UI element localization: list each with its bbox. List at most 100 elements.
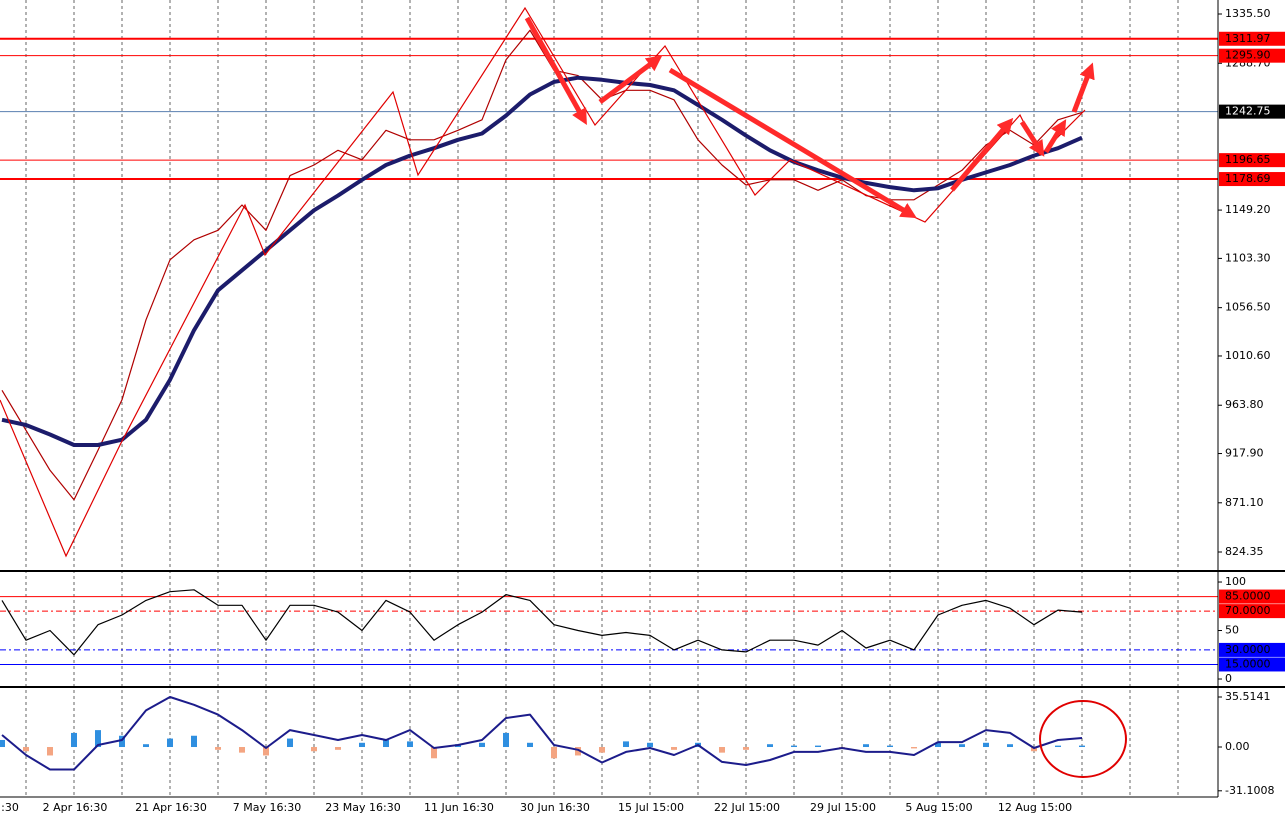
histogram-bar — [167, 738, 173, 748]
histogram-bar — [119, 735, 125, 748]
histogram-bar — [0, 739, 5, 748]
histogram-bar — [143, 744, 149, 748]
histogram-bar — [23, 747, 29, 752]
x-tick-label: 12 Aug 15:00 — [998, 801, 1072, 814]
y-tick-label: 35.5141 — [1225, 690, 1271, 703]
x-tick-label: 15 Jul 15:00 — [618, 801, 684, 814]
y-tick-label: 100 — [1225, 575, 1246, 588]
histogram-bar — [1007, 744, 1013, 748]
axes: 1335.501288.701149.201103.301056.501010.… — [1, 7, 1285, 814]
trend-arrow — [950, 117, 1014, 192]
level-box — [1219, 172, 1285, 187]
histogram-bar — [239, 747, 245, 753]
histogram-bar — [1055, 745, 1061, 748]
histogram-bar — [503, 732, 509, 748]
trend-arrow — [668, 67, 917, 219]
histogram-bar — [47, 747, 53, 756]
histogram-bar — [527, 742, 533, 748]
x-tick-label: 23 May 16:30 — [325, 801, 400, 814]
y-tick-label: 1149.20 — [1225, 203, 1271, 216]
histogram-bar — [623, 741, 629, 748]
level-box — [1219, 104, 1285, 119]
x-tick-label: 29 Jul 15:00 — [810, 801, 876, 814]
level-box — [1219, 642, 1285, 657]
pane-frames — [0, 0, 1285, 798]
histogram-bar — [935, 742, 941, 748]
histogram-bar — [767, 744, 773, 748]
level-box — [1219, 31, 1285, 46]
histogram-bar — [215, 747, 221, 750]
histogram-bar — [983, 742, 989, 748]
histogram-bar — [383, 739, 389, 748]
y-tick-label: 824.35 — [1225, 545, 1264, 558]
histogram-bar — [575, 747, 581, 756]
level-box — [1219, 153, 1285, 168]
y-tick-label: 50 — [1225, 624, 1239, 637]
histogram-bar — [671, 747, 677, 750]
y-tick-label: 0 — [1225, 672, 1232, 685]
x-tick-label: 21 Apr 16:30 — [135, 801, 207, 814]
annotations — [0, 6, 1127, 778]
level-label: 1196.65 — [1225, 153, 1271, 166]
level-box — [1219, 589, 1285, 604]
trend-arrow — [1043, 119, 1067, 154]
trend-arrow — [598, 55, 663, 104]
histogram-bar — [959, 744, 965, 748]
level-box — [1219, 657, 1285, 672]
y-tick-label: 963.80 — [1225, 398, 1264, 411]
histogram-bar — [191, 735, 197, 748]
series-line — [1, 75, 1083, 447]
series-line — [1, 29, 1083, 501]
trend-arrow — [1019, 120, 1045, 157]
level-label: 85.0000 — [1225, 590, 1271, 603]
x-tick-label: 30 Jun 16:30 — [520, 801, 590, 814]
histogram-bar — [911, 747, 917, 749]
histogram-bar — [287, 738, 293, 748]
time-grid — [25, 0, 1179, 797]
histogram-bar — [815, 745, 821, 748]
level-label: 1311.97 — [1225, 32, 1271, 45]
highlight-circle — [1039, 700, 1127, 778]
level-box — [1219, 604, 1285, 619]
x-tick-label: :30 — [1, 801, 19, 814]
level-label: 1178.69 — [1225, 172, 1271, 185]
histogram-bar — [479, 742, 485, 748]
histogram-bar — [791, 745, 797, 748]
histogram-bar — [335, 747, 341, 750]
histogram-bar — [1031, 747, 1037, 752]
histogram-bar — [431, 747, 437, 759]
x-tick-label: 11 Jun 16:30 — [424, 801, 494, 814]
level-label: 1295.90 — [1225, 49, 1271, 62]
histogram-bar — [863, 744, 869, 748]
histogram-bar — [359, 742, 365, 748]
x-tick-label: 5 Aug 15:00 — [905, 801, 972, 814]
series-line — [1, 589, 1083, 656]
level-label: 30.0000 — [1225, 643, 1271, 656]
y-tick-label: 1010.60 — [1225, 349, 1271, 362]
y-tick-label: 1335.50 — [1225, 7, 1271, 20]
y-tick-label: 1056.50 — [1225, 301, 1271, 314]
x-tick-label: 22 Jul 15:00 — [714, 801, 780, 814]
histogram-bar — [95, 730, 101, 748]
histogram-bar — [599, 747, 605, 753]
histogram-bar — [263, 747, 269, 756]
y-tick-label: 1103.30 — [1225, 251, 1271, 264]
x-tick-label: 2 Apr 16:30 — [43, 801, 108, 814]
zigzag — [0, 6, 1086, 558]
histogram-bar — [743, 747, 749, 750]
level-label: 1242.75 — [1225, 105, 1271, 118]
y-tick-label: 917.90 — [1225, 447, 1264, 460]
y-tick-label: 0.00 — [1225, 740, 1250, 753]
level-label: 15.0000 — [1225, 657, 1271, 670]
histogram-bar — [551, 747, 557, 759]
plot — [0, 29, 1218, 771]
histogram-bar — [1079, 745, 1085, 748]
histogram-bar — [71, 732, 77, 748]
x-tick-label: 7 May 16:30 — [233, 801, 301, 814]
y-tick-label: 871.10 — [1225, 496, 1264, 509]
y-tick-label: -31.1008 — [1225, 784, 1274, 797]
trend-arrow — [1071, 62, 1095, 113]
histogram-bar — [311, 747, 317, 752]
